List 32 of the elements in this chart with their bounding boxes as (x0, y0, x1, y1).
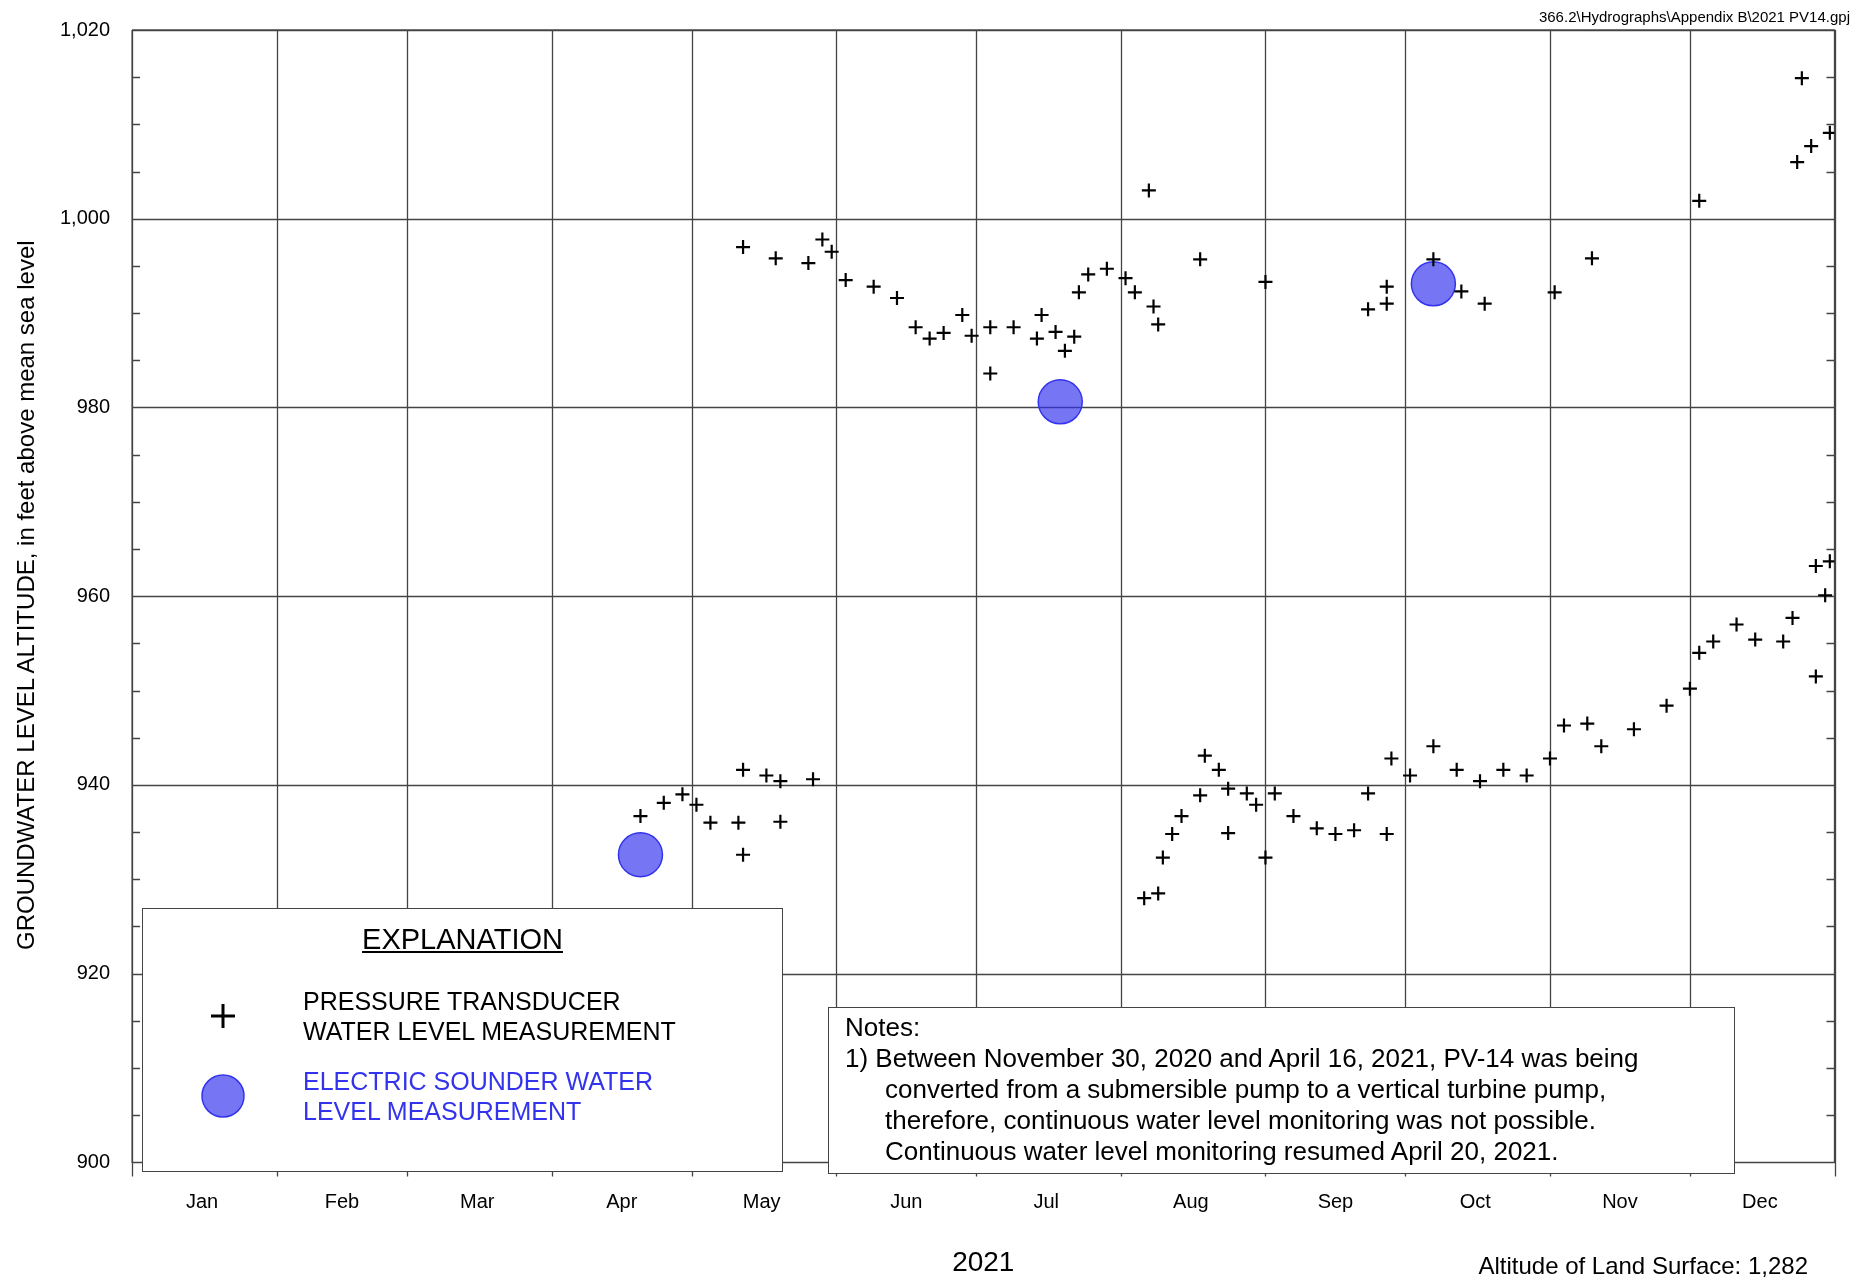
y-tick-label: 1,000 (59, 206, 111, 229)
y-tick-label: 980 (76, 394, 111, 417)
notes-panel: Notes: 1) Between November 30, 2020 and April 16, 2021, PV-14 was being converted from a submersible pump to a vertical turbine pump, therefore, continuous water level monitoring was not possible. Continuous water level monitoring resumed April 20, 2021. (828, 1007, 1735, 1174)
annotation: 1) Between November 30, 2020 and April 16, 2021, PV-14 was being converted from a submersible pump to a vertical turbine pump, therefore, continuous water level monitoring was not possible. Continuous water level monitoring resumed April 20, 2021. (845, 1043, 1640, 1167)
x-tick-label: Jul (1033, 1189, 1060, 1212)
y-tick-label: 960 (76, 583, 111, 606)
x-tick-label: May (742, 1189, 781, 1212)
y-tick-label: 900 (76, 1149, 111, 1172)
y-tick-label: 920 (76, 961, 111, 984)
point (617, 832, 664, 878)
y-axis-title: GROUNDWATER LEVEL ALTITUDE, in feet above mean sea level (12, 239, 40, 952)
x-tick-label: Jun (890, 1189, 923, 1212)
x-tick-label: Dec (1742, 1189, 1778, 1212)
y-tick-label: 940 (76, 772, 111, 795)
x-axis-title: 2021 (952, 1245, 1015, 1277)
legend-panel: EXPLANATION PRESSURE TRANSDUCER WATER LEVEL MEASUREMENT ELECTRIC SOUNDER WATER LEVEL MEASUREMENT (142, 908, 783, 1172)
x-tick-label: Aug (1173, 1189, 1209, 1212)
point (1037, 379, 1083, 425)
x-tick-label: Jan (185, 1189, 219, 1212)
legend-label: ELECTRIC SOUNDER WATER LEVEL MEASUREMENT (303, 1066, 655, 1126)
x-tick-label: Mar (459, 1189, 495, 1212)
text: 366.2\Hydrographs\Appendix B\2021 PV14.gpj (1538, 8, 1850, 25)
y-tick-label: 1,020 (59, 17, 111, 40)
x-tick-label: Oct (1459, 1189, 1492, 1212)
legend-title: EXPLANATION (361, 923, 564, 956)
x-tick-label: Feb (324, 1189, 360, 1212)
x-tick-label: Sep (1317, 1189, 1354, 1212)
x-tick-label: Nov (1602, 1189, 1638, 1212)
text: Altitude of Land Surface: 1,282 (1478, 1252, 1808, 1280)
point (1410, 261, 1457, 307)
x-tick-label: Apr (606, 1189, 638, 1212)
annotation: Notes: (845, 1012, 922, 1043)
